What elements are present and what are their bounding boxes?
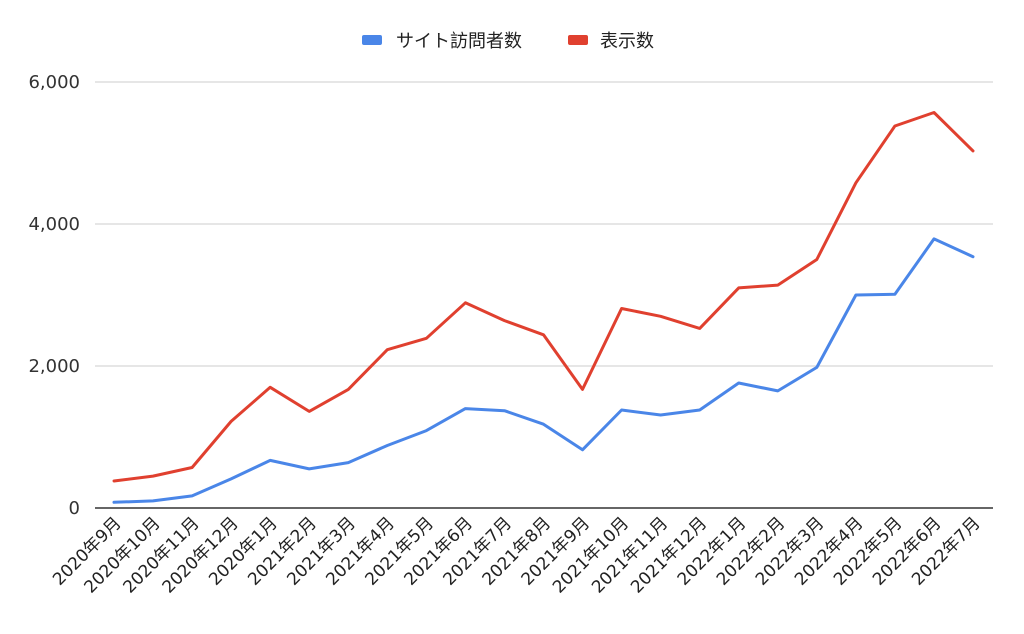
y-tick-label: 4,000 <box>28 214 80 235</box>
legend-swatch-series-2 <box>568 35 588 45</box>
gridlines <box>95 81 993 509</box>
y-tick-label: 6,000 <box>28 72 80 93</box>
legend-item-series-2[interactable]: 表示数 <box>568 31 654 52</box>
legend: サイト訪問者数 表示数 <box>362 31 654 52</box>
y-axis-tick-labels: 0 2,000 4,000 6,000 <box>28 72 80 519</box>
series-lines <box>112 111 975 504</box>
y-tick-label: 2,000 <box>28 356 80 377</box>
series-line-2[interactable] <box>112 111 975 483</box>
legend-item-series-1[interactable]: サイト訪問者数 <box>362 31 522 52</box>
y-tick-label: 0 <box>69 498 80 519</box>
legend-swatch-series-1 <box>362 35 382 45</box>
legend-label-series-2: 表示数 <box>600 31 654 52</box>
x-axis-tick-labels: 2020年9月2020年10月2020年11月2020年12月2020年1月20… <box>49 513 984 597</box>
series-line-1[interactable] <box>112 237 975 504</box>
legend-label-series-1: サイト訪問者数 <box>396 31 522 52</box>
